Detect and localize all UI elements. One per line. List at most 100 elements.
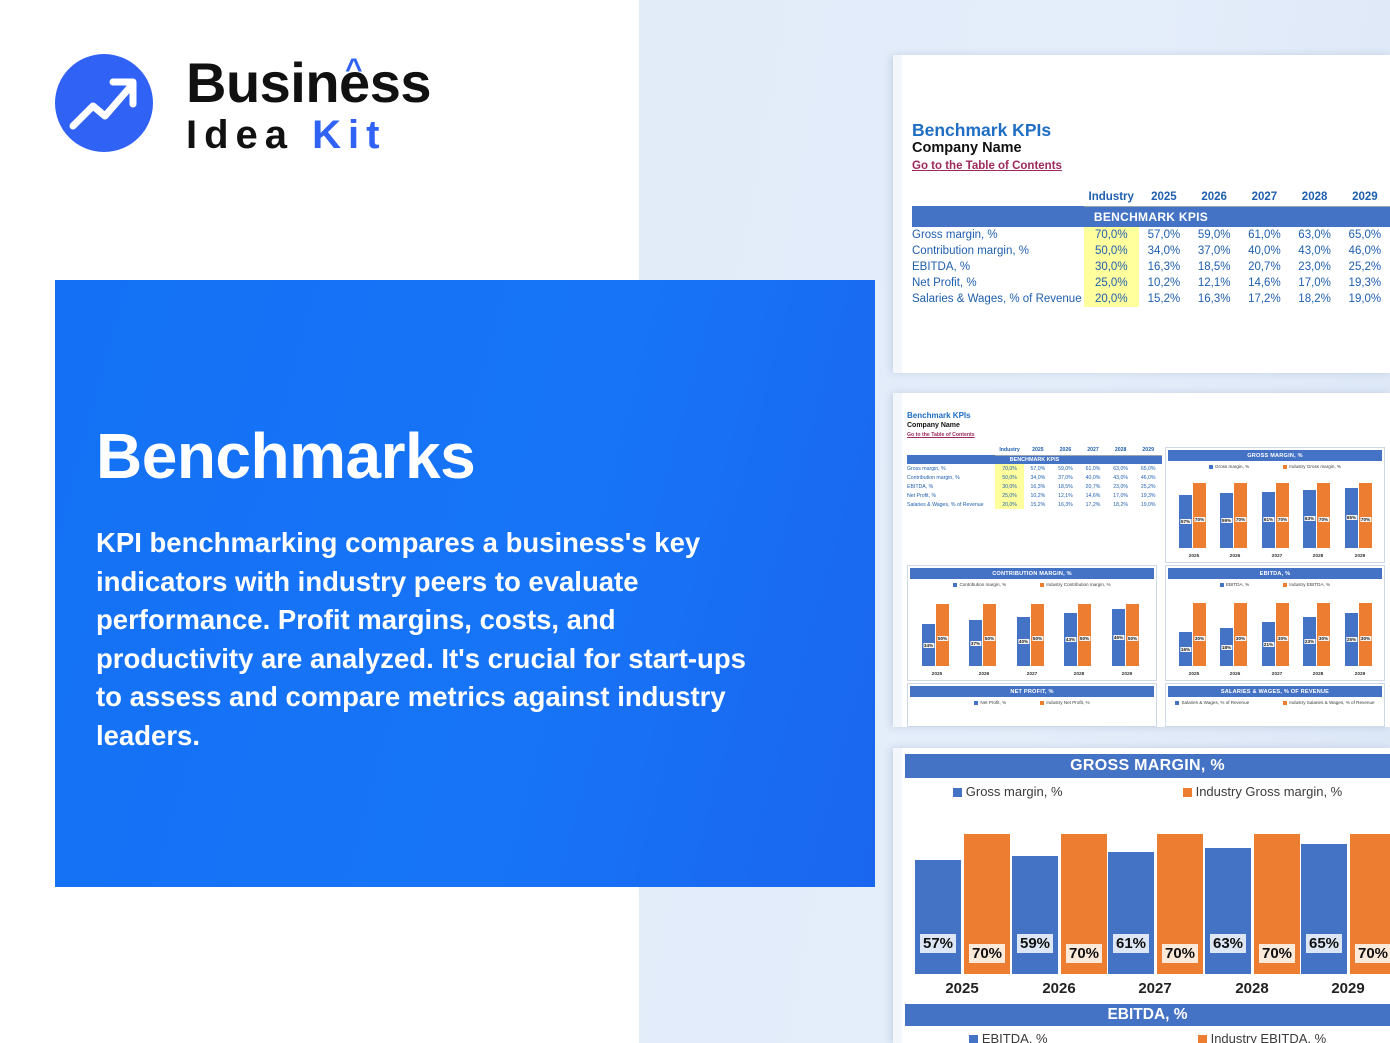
cell-year-value: 40,0%	[1085, 474, 1101, 481]
mini-chart-net-profit[interactable]: NET PROFIT, % Net Profit, % Industry Net P…	[907, 683, 1157, 727]
cell-year-value: 18,5%	[1197, 260, 1231, 273]
table-row[interactable]: Contribution margin, % 50,0% 34,0% 37,0% 40,…	[907, 473, 1162, 482]
table-banner-row: BENCHMARK KPIS	[912, 206, 1390, 227]
legend-swatch-orange-icon	[1040, 700, 1045, 705]
legend-swatch-blue-icon	[1219, 582, 1224, 587]
bar-series-industry: 70%	[1157, 834, 1203, 974]
mini-bar-value: 30%	[1276, 635, 1289, 641]
mini-chart-legend: Salaries & Wages, % of Revenue Industry S…	[1166, 697, 1384, 705]
gross-margin-chart-sheet[interactable]: GROSS MARGIN, % Gross margin, % Industry…	[893, 748, 1390, 1043]
mini-bar-value: 59%	[1220, 517, 1233, 523]
legend-swatch-blue-icon	[1175, 700, 1180, 705]
mini-bar-group: 61% 70%	[1262, 476, 1289, 548]
mini-bar-group: 25% 30%	[1345, 594, 1372, 666]
mini-chart-salaries-wages-of-revenue[interactable]: SALARIES & WAGES, % OF REVENUE Salaries &…	[1165, 683, 1385, 727]
legend-item: Net Profit, %	[974, 700, 1006, 705]
bar-group: 61% 70%	[1108, 814, 1203, 974]
mini-bar-value: 30%	[1234, 635, 1247, 641]
column-header: 2026	[1051, 445, 1080, 456]
row-label: Net Profit, %	[912, 276, 977, 289]
bar-value-label: 70%	[1065, 944, 1103, 963]
mini-chart-ebitda[interactable]: EBITDA, % EBITDA, % Industry EBITDA, % 16% 3…	[1165, 565, 1385, 681]
cell-year-value: 19,3%	[1140, 492, 1156, 499]
mini-chart-title: GROSS MARGIN, %	[1168, 450, 1382, 461]
legend-swatch-orange-icon	[1283, 582, 1288, 587]
mini-axis-label: 2025	[931, 672, 943, 677]
mini-chart-contribution-margin[interactable]: CONTRIBUTION MARGIN, % Contribution margi…	[907, 565, 1157, 681]
column-header	[907, 445, 995, 455]
chart-legend-ebitda: EBITDA, % Industry EBITDA, %	[905, 1031, 1390, 1043]
mini-bar-series: 34%	[922, 624, 935, 666]
table-row[interactable]: Net Profit, % 25,0% 10,2% 12,1% 14,6% 17,0% 19…	[912, 274, 1390, 291]
column-header: 2025	[1138, 187, 1190, 207]
column-header: 2027	[1079, 445, 1107, 456]
benchmark-kpis-sheet[interactable]: Benchmark KPIs Company Name Go to the Ta…	[893, 55, 1390, 373]
mini-bar-group: 40% 50%	[1017, 594, 1044, 666]
mini-bar-series: 18%	[1220, 628, 1233, 666]
mini-sheet-heading: Benchmark KPIs	[907, 411, 971, 420]
table-of-contents-link[interactable]: Go to the Table of Contents	[912, 160, 1062, 172]
row-label: EBITDA, %	[912, 260, 971, 273]
legend-item: Industry Salaries & Wages, % of Revenue	[1283, 700, 1375, 705]
brand-caret-icon: ^	[345, 53, 363, 86]
legend-item: Gross margin, %	[1208, 464, 1249, 469]
mini-bar-value: 34%	[922, 642, 935, 648]
mini-chart-title: CONTRIBUTION MARGIN, %	[910, 568, 1154, 579]
bar-series-industry: 70%	[964, 834, 1010, 974]
kpi-table-wrap: BENCHMARK KPIS Industry 2025 2026 2027 2028 2…	[912, 187, 1390, 307]
column-header: 2026	[1189, 187, 1240, 207]
legend-label-series: Gross margin, %	[965, 784, 1063, 799]
legend-label-ebitda: EBITDA, %	[981, 1031, 1048, 1043]
legend-swatch-blue-icon	[952, 788, 962, 798]
table-row[interactable]: EBITDA, % 30,0% 16,3% 18,5% 20,7% 23,0% 25,2%	[907, 482, 1162, 491]
cell-year-value: 34,0%	[1030, 474, 1046, 481]
mini-bar-series: 23%	[1303, 617, 1316, 666]
row-label: Net Profit, %	[907, 492, 937, 499]
mini-bar-group: 37% 50%	[969, 594, 996, 666]
table-row[interactable]: Gross margin, % 70,0% 57,0% 59,0% 61,0% 63,0%…	[912, 226, 1390, 243]
bar-series-gross-margin: 63%	[1205, 848, 1251, 974]
mini-kpi-table: BENCHMARK KPIS Industry 2025 2026 2027 2028 2…	[907, 445, 1162, 509]
mini-bar-industry: 70%	[1276, 483, 1289, 548]
bar-value-label: 70%	[1258, 944, 1296, 963]
mini-chart-legend: Net Profit, % Industry Net Profit, %	[908, 697, 1156, 705]
row-label: Contribution margin, %	[907, 474, 960, 481]
mini-bar-value: 50%	[1031, 636, 1044, 642]
cell-year-value: 23,0%	[1113, 483, 1128, 490]
mini-table-of-contents-link[interactable]: Go to the Table of Contents	[907, 432, 975, 438]
table-row[interactable]: Net Profit, % 25,0% 10,2% 12,1% 14,6% 17,0% 19…	[907, 491, 1162, 500]
cell-year-value: 18,2%	[1298, 292, 1331, 305]
mini-bar-group: 21% 30%	[1262, 594, 1289, 666]
table-header-row: Industry 2025 2026 2027 2028 2029	[907, 445, 1162, 456]
table-row[interactable]: Gross margin, % 70,0% 57,0% 59,0% 61,0% 63,0%…	[907, 464, 1162, 473]
mini-axis-label: 2026	[1229, 554, 1241, 559]
mini-chart-gross-margin[interactable]: GROSS MARGIN, % Gross margin, % Industry G…	[1165, 447, 1385, 563]
mini-bar-value: 25%	[1345, 636, 1358, 642]
table-row[interactable]: Salaries & Wages, % of Revenue 20,0% 15,2%…	[912, 290, 1390, 307]
table-row[interactable]: EBITDA, % 30,0% 16,3% 18,5% 20,7% 23,0% 25,2%	[912, 258, 1390, 275]
bar-series-industry: 70%	[1061, 834, 1107, 974]
mini-bar-value: 23%	[1303, 639, 1316, 645]
axis-label-year: 2027	[1138, 980, 1172, 997]
mini-bar-value: 43%	[1064, 636, 1077, 642]
cell-industry: 25,0%	[995, 491, 1025, 500]
mini-bar-series: 21%	[1262, 622, 1275, 666]
mini-chart-title: SALARIES & WAGES, % OF REVENUE	[1168, 686, 1382, 697]
bar-value-label: 65%	[1305, 934, 1343, 953]
cell-industry: 70,0%	[1083, 226, 1139, 243]
bar-group: 57% 70%	[915, 814, 1010, 974]
bar-group: 65% 70%	[1301, 814, 1390, 974]
mini-bar-industry: 50%	[983, 604, 996, 666]
mini-bar-value: 63%	[1303, 516, 1316, 522]
mini-bar-value: 50%	[983, 636, 996, 642]
mini-bar-value: 30%	[1359, 635, 1372, 641]
cell-year-value: 37,0%	[1197, 244, 1231, 257]
bar-group: 59% 70%	[1012, 814, 1107, 974]
table-row[interactable]: Salaries & Wages, % of Revenue 20,0% 15,2%…	[907, 500, 1162, 509]
column-header: 2027	[1239, 187, 1290, 207]
cell-year-value: 37,0%	[1058, 474, 1073, 481]
mini-bar-series: 43%	[1064, 613, 1077, 666]
mini-axis-label: 2028	[1312, 554, 1324, 559]
table-row[interactable]: Contribution margin, % 50,0% 34,0% 37,0% 40,…	[912, 242, 1390, 259]
benchmark-dashboard-sheet[interactable]: Benchmark KPIs Company Name Go to the Ta…	[893, 393, 1390, 727]
